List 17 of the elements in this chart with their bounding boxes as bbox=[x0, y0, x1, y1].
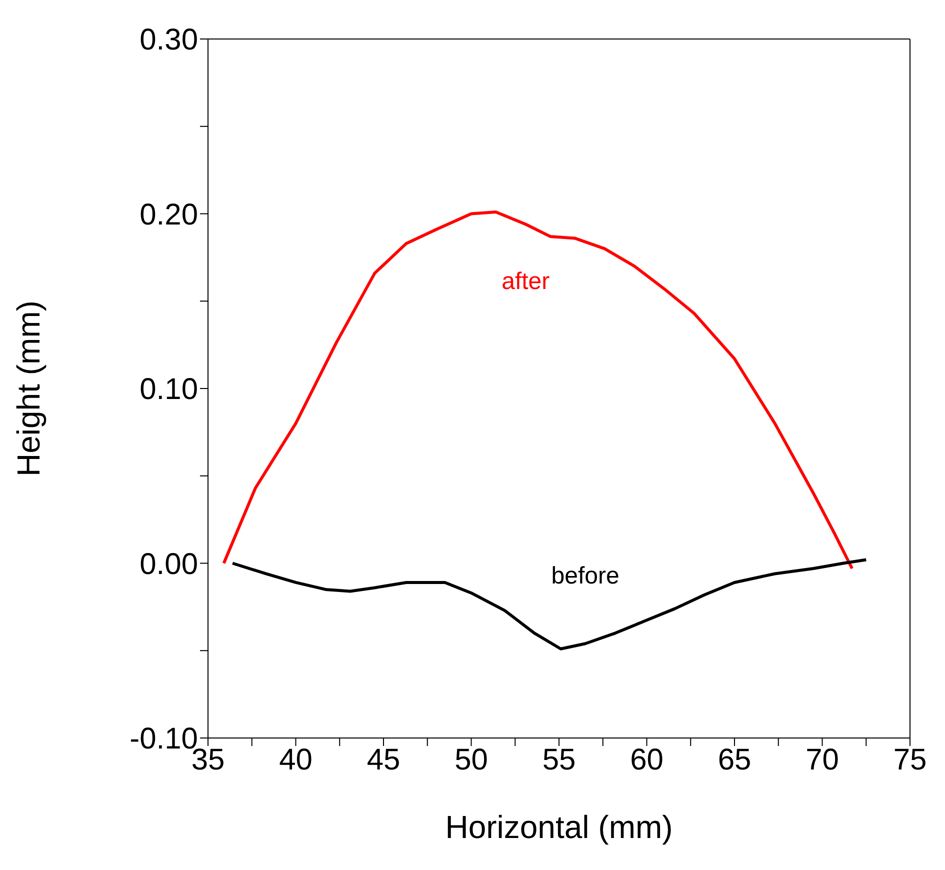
series-label: after bbox=[502, 268, 550, 296]
x-tick-label: 75 bbox=[893, 743, 927, 776]
x-tick-label: 65 bbox=[718, 743, 752, 776]
x-tick-label: 55 bbox=[542, 743, 576, 776]
y-tick-label: 0.20 bbox=[140, 198, 198, 232]
x-tick-label: 40 bbox=[279, 743, 312, 776]
x-tick-label: 60 bbox=[630, 743, 664, 776]
x-tick-label: 70 bbox=[806, 743, 839, 776]
x-axis-title: Horizontal (mm) bbox=[445, 809, 673, 845]
y-tick-label: 0.00 bbox=[140, 548, 198, 581]
y-axis-title: Height (mm) bbox=[10, 300, 46, 477]
series-label: before bbox=[551, 562, 620, 590]
y-tick-label: 0.10 bbox=[140, 373, 198, 406]
x-tick-label: 50 bbox=[454, 743, 488, 776]
x-tick-label: 45 bbox=[366, 743, 400, 776]
line-series bbox=[231, 558, 868, 650]
y-tick-label: 0.30 bbox=[140, 24, 198, 57]
